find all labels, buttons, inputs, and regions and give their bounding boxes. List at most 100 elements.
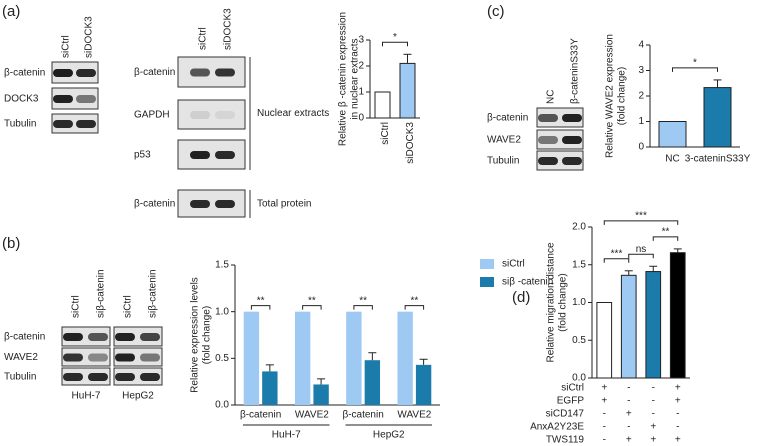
y-tick-label: 2.0	[572, 222, 586, 233]
blot-band	[53, 95, 73, 103]
blot-band	[76, 95, 96, 103]
legend-label: siCtrl	[502, 259, 525, 270]
x-tick-label: siCtrl	[380, 122, 391, 145]
blot-band	[140, 353, 160, 362]
condition-mark: +	[650, 422, 656, 433]
condition-label: EGFP	[557, 396, 585, 407]
bar	[346, 311, 362, 405]
bar	[658, 121, 687, 148]
blot-band	[140, 333, 160, 341]
significance-label: *	[393, 32, 397, 43]
significance-label: **	[359, 295, 367, 306]
y-tick-label: 1.5	[572, 259, 586, 270]
significance-label: *	[693, 58, 697, 69]
y-tick-label: 1	[638, 116, 644, 127]
x-tick-label: 3-cateninS33Y	[685, 154, 751, 165]
y-axis-label: Relative migration distance	[546, 242, 557, 362]
blot-band	[115, 353, 135, 362]
blot-band	[88, 353, 108, 362]
significance-bracket	[250, 305, 271, 310]
lane-label: siCtrl	[61, 35, 72, 58]
y-tick-label: 2	[638, 91, 644, 102]
lane-label: siCtrl	[198, 27, 209, 50]
y-tick-label: 4	[638, 40, 644, 51]
row-label: GAPDH	[134, 110, 170, 121]
condition-mark: +	[626, 409, 632, 420]
bar	[703, 87, 732, 148]
blot-band	[63, 333, 83, 341]
panel-label: (c)	[487, 3, 505, 20]
bar	[397, 311, 413, 405]
y-tick-label: 3	[358, 35, 364, 46]
significance-bracket	[302, 305, 322, 310]
blot-band	[215, 111, 235, 119]
significance-label: **	[410, 295, 418, 306]
lane-label: siβ-catenin	[96, 269, 107, 318]
y-axis-label: Relative WAVE2 expression	[605, 34, 616, 158]
x-tick-label: WAVE2	[397, 410, 431, 421]
condition-mark: -	[603, 422, 606, 433]
blot-frame	[51, 113, 99, 134]
blot-band	[562, 157, 582, 165]
bar	[262, 371, 278, 405]
blot-band	[115, 333, 135, 341]
blot-frame	[536, 129, 584, 150]
x-tick-label: WAVE2	[295, 410, 329, 421]
blot-band	[76, 120, 96, 128]
significance-bracket	[603, 220, 679, 225]
blot-band	[53, 69, 73, 77]
blot-band	[53, 120, 73, 128]
condition-mark: -	[676, 409, 679, 420]
significance-bracket	[652, 236, 679, 241]
group-label: Nuclear extracts	[257, 108, 329, 119]
condition-mark: -	[652, 383, 655, 394]
panel-label: (d)	[512, 289, 530, 306]
y-tick-label: 1.0	[572, 297, 586, 308]
condition-mark: -	[603, 409, 606, 420]
blot-band	[140, 373, 160, 381]
condition-mark: -	[652, 409, 655, 420]
row-label: β-catenin	[4, 332, 45, 343]
blot-band	[63, 353, 83, 362]
lane-label: siCtrl	[71, 295, 82, 318]
condition-mark: -	[627, 422, 630, 433]
group-label: HuH-7	[272, 430, 301, 441]
y-axis-label: Relative expression levels	[190, 277, 201, 393]
y-axis-label: (fold change)	[558, 273, 569, 331]
row-label: DOCK3	[4, 94, 39, 105]
blot-band	[190, 200, 210, 208]
bar	[294, 311, 311, 405]
significance-bracket	[603, 258, 630, 263]
blot-band	[215, 151, 235, 159]
y-axis-label: in nuclear extracts	[350, 38, 361, 119]
row-label: p53	[134, 150, 151, 161]
y-axis-label: (fold change)	[202, 306, 213, 364]
blot-frame	[536, 150, 584, 171]
significance-bracket	[404, 305, 425, 310]
condition-mark: -	[627, 396, 630, 407]
row-label: β-catenin	[487, 113, 528, 124]
y-tick-label: 0	[638, 142, 644, 153]
significance-bracket	[672, 67, 718, 72]
panel-label: (b)	[2, 235, 20, 252]
blot-band	[190, 111, 210, 119]
lane-label: NC	[546, 90, 557, 104]
blot-band	[115, 373, 135, 381]
condition-label: siCtrl	[561, 383, 584, 394]
significance-label: ns	[636, 244, 647, 255]
condition-mark: +	[675, 396, 681, 407]
y-axis-label: Relative β -catenin expression	[338, 12, 349, 146]
blot-frame	[51, 87, 99, 110]
row-label: β-catenin	[134, 67, 175, 78]
legend-swatch	[480, 259, 494, 269]
condition-mark: -	[676, 422, 679, 433]
blot-frame	[61, 326, 111, 347]
condition-mark: +	[601, 383, 607, 394]
row-label: β-catenin	[4, 68, 45, 79]
legend-swatch	[480, 277, 494, 287]
blot-band	[63, 373, 83, 381]
panel-label: (a)	[2, 3, 20, 20]
bar	[620, 274, 637, 379]
bar	[243, 311, 260, 405]
